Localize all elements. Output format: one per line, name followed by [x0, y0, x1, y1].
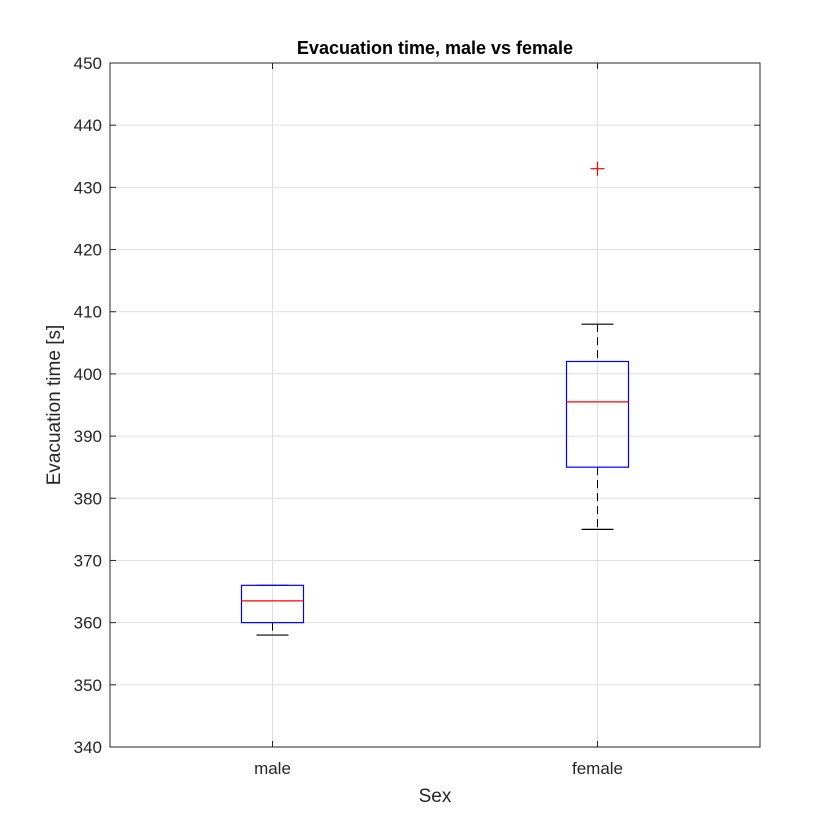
- interquartile-box: [240, 584, 305, 624]
- y-tick-label: 370: [74, 551, 102, 570]
- box-male: [240, 584, 305, 636]
- y-tick-label: 410: [74, 303, 102, 322]
- y-tick-label: 440: [74, 116, 102, 135]
- y-tick-label: 400: [74, 365, 102, 384]
- y-tick-label: 450: [74, 54, 102, 73]
- y-axis-label: Evacuation time [s]: [44, 325, 65, 486]
- y-tick-label: 420: [74, 241, 102, 260]
- axis-ticks: 340 350 360 370 380 390 400 410 420 430 440 450 male…: [74, 54, 760, 778]
- y-tick-label: 360: [74, 614, 102, 633]
- plot-area: [110, 63, 760, 747]
- y-tick-label: 430: [74, 178, 102, 197]
- x-tick-label: male: [254, 759, 291, 778]
- outlier-marker: [590, 161, 605, 176]
- plot-frame: [109, 62, 761, 748]
- y-tick-label: 350: [74, 676, 102, 695]
- y-tick-label: 340: [74, 738, 102, 757]
- grid-lines: [110, 63, 760, 747]
- boxes: [240, 161, 630, 636]
- y-tick-label: 390: [74, 427, 102, 446]
- chart-title: Evacuation time, male vs female: [297, 38, 573, 58]
- interquartile-box: [565, 360, 630, 468]
- box-female: [565, 161, 630, 530]
- x-axis-label: Sex: [419, 786, 452, 807]
- y-tick-label: 380: [74, 489, 102, 508]
- x-tick-label: female: [572, 759, 623, 778]
